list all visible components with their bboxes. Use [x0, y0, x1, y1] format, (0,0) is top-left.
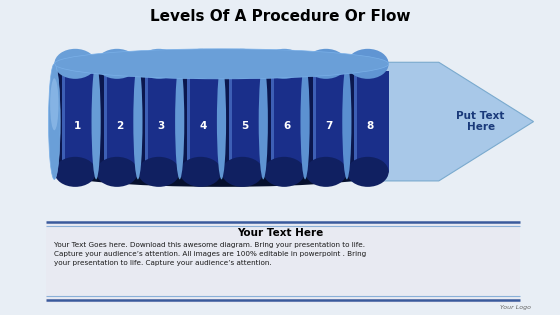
Ellipse shape [301, 64, 310, 179]
Ellipse shape [305, 157, 347, 187]
Bar [347, 71, 354, 172]
Polygon shape [135, 62, 534, 181]
Ellipse shape [133, 64, 142, 179]
Ellipse shape [347, 49, 389, 79]
Text: 5: 5 [241, 121, 249, 131]
Bar [138, 71, 180, 172]
Ellipse shape [138, 157, 180, 187]
Text: Your Text Goes here. Download this awesome diagram. Bring your presentation to l: Your Text Goes here. Download this aweso… [54, 242, 367, 266]
Ellipse shape [96, 157, 138, 187]
Text: 4: 4 [199, 121, 207, 131]
Ellipse shape [54, 157, 389, 187]
Ellipse shape [96, 49, 138, 79]
Ellipse shape [50, 78, 58, 130]
Text: 7: 7 [325, 121, 332, 131]
Ellipse shape [259, 64, 268, 179]
Bar [104, 71, 106, 172]
Ellipse shape [54, 49, 96, 79]
Text: 3: 3 [158, 121, 165, 131]
Bar [347, 71, 389, 172]
Bar [263, 71, 271, 172]
Ellipse shape [263, 49, 305, 79]
Text: 8: 8 [367, 121, 374, 131]
Ellipse shape [49, 64, 60, 179]
Ellipse shape [222, 49, 263, 79]
Ellipse shape [138, 49, 180, 79]
Text: Put Text
Here: Put Text Here [456, 111, 505, 132]
Bar [46, 221, 520, 303]
Ellipse shape [263, 157, 305, 187]
Bar [96, 71, 104, 172]
Ellipse shape [347, 157, 389, 187]
Ellipse shape [54, 49, 389, 79]
Bar [305, 71, 347, 172]
Ellipse shape [180, 157, 222, 187]
Bar [263, 71, 305, 172]
Bar [180, 71, 187, 172]
Ellipse shape [217, 64, 226, 179]
Bar [54, 71, 62, 172]
Text: Your Logo: Your Logo [500, 306, 531, 311]
Bar [96, 71, 138, 172]
Bar [62, 71, 65, 172]
Ellipse shape [54, 157, 96, 187]
Text: Levels Of A Procedure Or Flow: Levels Of A Procedure Or Flow [150, 9, 410, 24]
Bar [305, 71, 312, 172]
Ellipse shape [222, 157, 263, 187]
Ellipse shape [91, 64, 101, 179]
Text: 2: 2 [116, 121, 123, 131]
Bar [180, 71, 222, 172]
Bar [146, 71, 148, 172]
Text: 1: 1 [74, 121, 81, 131]
Bar [187, 71, 190, 172]
Ellipse shape [305, 49, 347, 79]
Ellipse shape [180, 49, 222, 79]
Bar [229, 71, 232, 172]
Ellipse shape [50, 64, 59, 179]
Text: Your Text Here: Your Text Here [237, 228, 323, 238]
Bar [354, 71, 357, 172]
Bar [138, 71, 146, 172]
Bar [271, 71, 274, 172]
Text: 6: 6 [283, 121, 290, 131]
Bar [312, 71, 315, 172]
Bar [222, 71, 263, 172]
Ellipse shape [175, 64, 184, 179]
Bar [54, 71, 96, 172]
Bar [222, 71, 229, 172]
Ellipse shape [342, 64, 352, 179]
